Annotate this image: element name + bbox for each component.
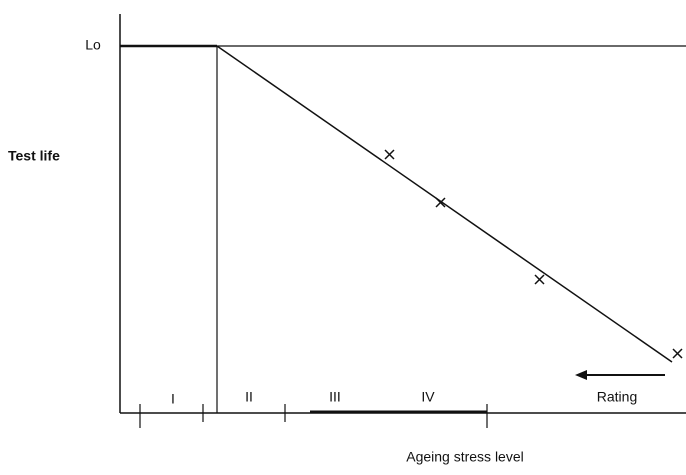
- cross-marker: [384, 149, 395, 160]
- trend-line: [216, 45, 673, 363]
- region-label: III: [329, 389, 341, 405]
- region-label: II: [245, 389, 253, 405]
- region-label: IV: [421, 389, 435, 405]
- arrow-head: [575, 370, 587, 380]
- region-ticks: [139, 404, 488, 428]
- cross-marker: [534, 274, 545, 285]
- region-label: I: [171, 391, 175, 407]
- x-axis-label: Ageing stress level: [406, 449, 524, 465]
- rating-label: Rating: [597, 389, 637, 405]
- cross-marker: [672, 348, 683, 359]
- cross-marker: [435, 197, 446, 208]
- markers: [384, 149, 683, 359]
- lo-label: Lo: [85, 37, 101, 53]
- y-axis-label: Test life: [8, 148, 60, 164]
